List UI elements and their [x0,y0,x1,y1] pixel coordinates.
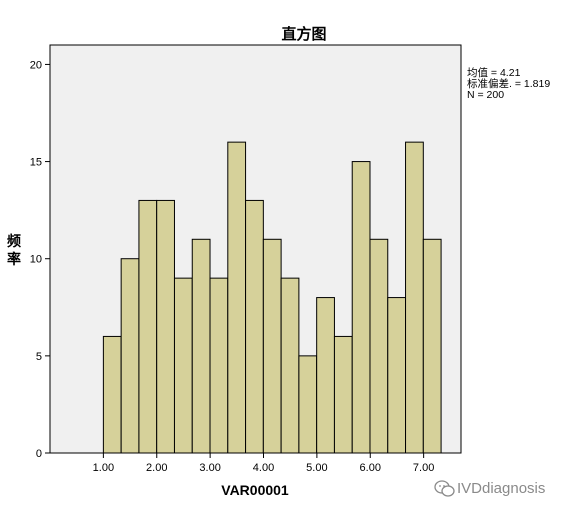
stats-n: N = 200 [467,89,504,101]
histogram-bar [333,335,353,454]
x-tick-label: 5.00 [306,462,327,474]
stats-std: 标准偏差. = 1.819 [467,77,550,90]
histogram-bar [369,238,389,454]
y-tick-label: 0 [36,448,42,460]
y-tick-label: 10 [30,254,42,266]
histogram-bar [120,258,140,454]
y-axis-label-char-1: 频 [7,233,21,250]
histogram-bar [102,335,122,454]
stats-box: 均值 = 4.21 标准偏差. = 1.819 N = 200 [467,66,550,101]
x-axis-label: VAR00001 [221,482,289,498]
watermark-text: IVDdiagnosis [457,480,545,497]
bars-group [102,141,442,454]
x-axis: 1.00 2.00 3.00 4.00 5.00 6.00 7.00 [93,453,434,474]
histogram-bar [138,199,158,454]
x-tick-label: 6.00 [360,462,381,474]
histogram-bar [245,199,264,454]
histogram-bar [227,141,247,454]
x-tick-label: 1.00 [93,462,114,474]
histogram-bar [298,355,318,454]
histogram-bar [156,199,175,454]
y-tick-label: 20 [30,59,42,71]
histogram-bar [405,141,424,454]
histogram-bar [351,161,371,454]
x-tick-label: 7.00 [413,462,434,474]
watermark: IVDdiagnosis [434,480,545,497]
histogram-bar [387,297,407,454]
y-tick-label: 5 [36,351,42,363]
y-axis: 0 5 10 15 20 [30,59,50,460]
histogram-bar [280,277,300,454]
y-axis-label-char-2: 率 [7,251,21,268]
histogram-bar [209,277,229,454]
histogram-bar [262,238,282,454]
stats-mean: 均值 = 4.21 [467,66,521,79]
y-tick-label: 15 [30,157,42,169]
x-tick-label: 4.00 [253,462,274,474]
chart-title: 直方图 [281,25,326,43]
histogram-bar [316,297,335,454]
histogram-bar [191,238,211,454]
histogram-bar [422,238,442,454]
x-tick-label: 2.00 [146,462,167,474]
wechat-icon [434,480,455,497]
y-axis-label: 频 率 [7,233,21,268]
histogram-bar [173,277,193,454]
x-tick-label: 3.00 [199,462,220,474]
